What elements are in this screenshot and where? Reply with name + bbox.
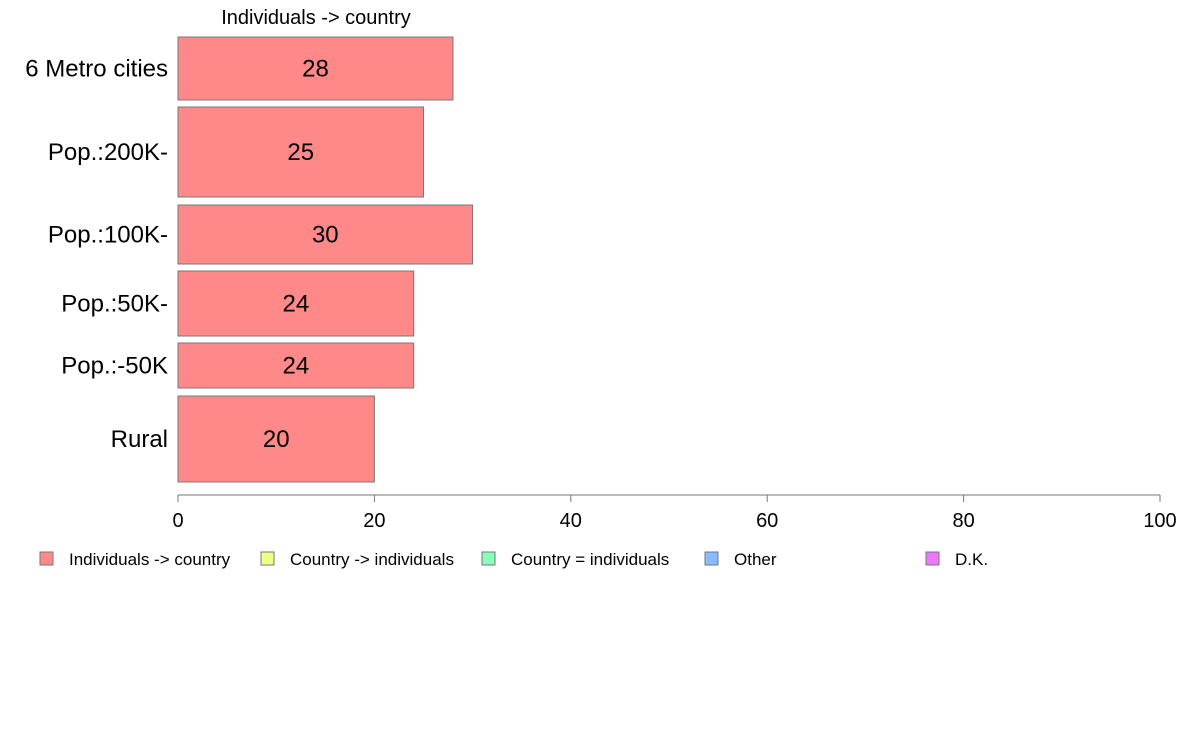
category-label: Rural (111, 426, 168, 453)
bar (177, 106, 424, 198)
legend-label: D.K. (955, 550, 988, 569)
category-label: Pop.:-50K (61, 353, 168, 380)
legend-label: Country -> individuals (290, 550, 454, 569)
legend-label: Other (734, 550, 777, 569)
bar-value-label: 28 (302, 56, 329, 83)
bar (177, 395, 375, 483)
category-label: Pop.:100K- (48, 222, 168, 249)
bar-value-label: 20 (263, 426, 290, 453)
bar (177, 342, 415, 389)
bar-value-label: 25 (287, 139, 314, 166)
legend-swatch (704, 551, 719, 566)
panel-title: Individuals -> country (221, 7, 411, 29)
legend-label: Individuals -> country (69, 550, 231, 569)
bar (177, 204, 474, 265)
category-label: 6 Metro cities (25, 56, 168, 83)
x-axis: 0 20 40 60 80 100 (172, 494, 1177, 532)
x-tick-label: 40 (560, 510, 582, 532)
category-label: Pop.:200K- (48, 139, 168, 166)
x-tick-label: 60 (756, 510, 778, 532)
legend: Individuals -> country Country -> individ… (39, 550, 988, 569)
bar-value-label: 24 (282, 291, 309, 318)
x-tick-label: 100 (1143, 510, 1176, 532)
bar-value-label: 30 (312, 222, 339, 249)
legend-swatch (39, 551, 54, 566)
legend-swatch (481, 551, 496, 566)
x-tick-label: 0 (172, 510, 183, 532)
legend-swatch (925, 551, 940, 566)
legend-swatch (260, 551, 275, 566)
bar-value-label: 24 (282, 353, 309, 380)
category-label: Pop.:50K- (61, 291, 168, 318)
x-tick-label: 80 (952, 510, 974, 532)
bar (177, 36, 454, 101)
x-tick-label: 20 (363, 510, 385, 532)
legend-label: Country = individuals (511, 550, 669, 569)
bar (177, 270, 415, 337)
bars-group: 6 Metro cities 28 Pop.:200K- 25 Pop.:100K- 30… (25, 36, 474, 483)
